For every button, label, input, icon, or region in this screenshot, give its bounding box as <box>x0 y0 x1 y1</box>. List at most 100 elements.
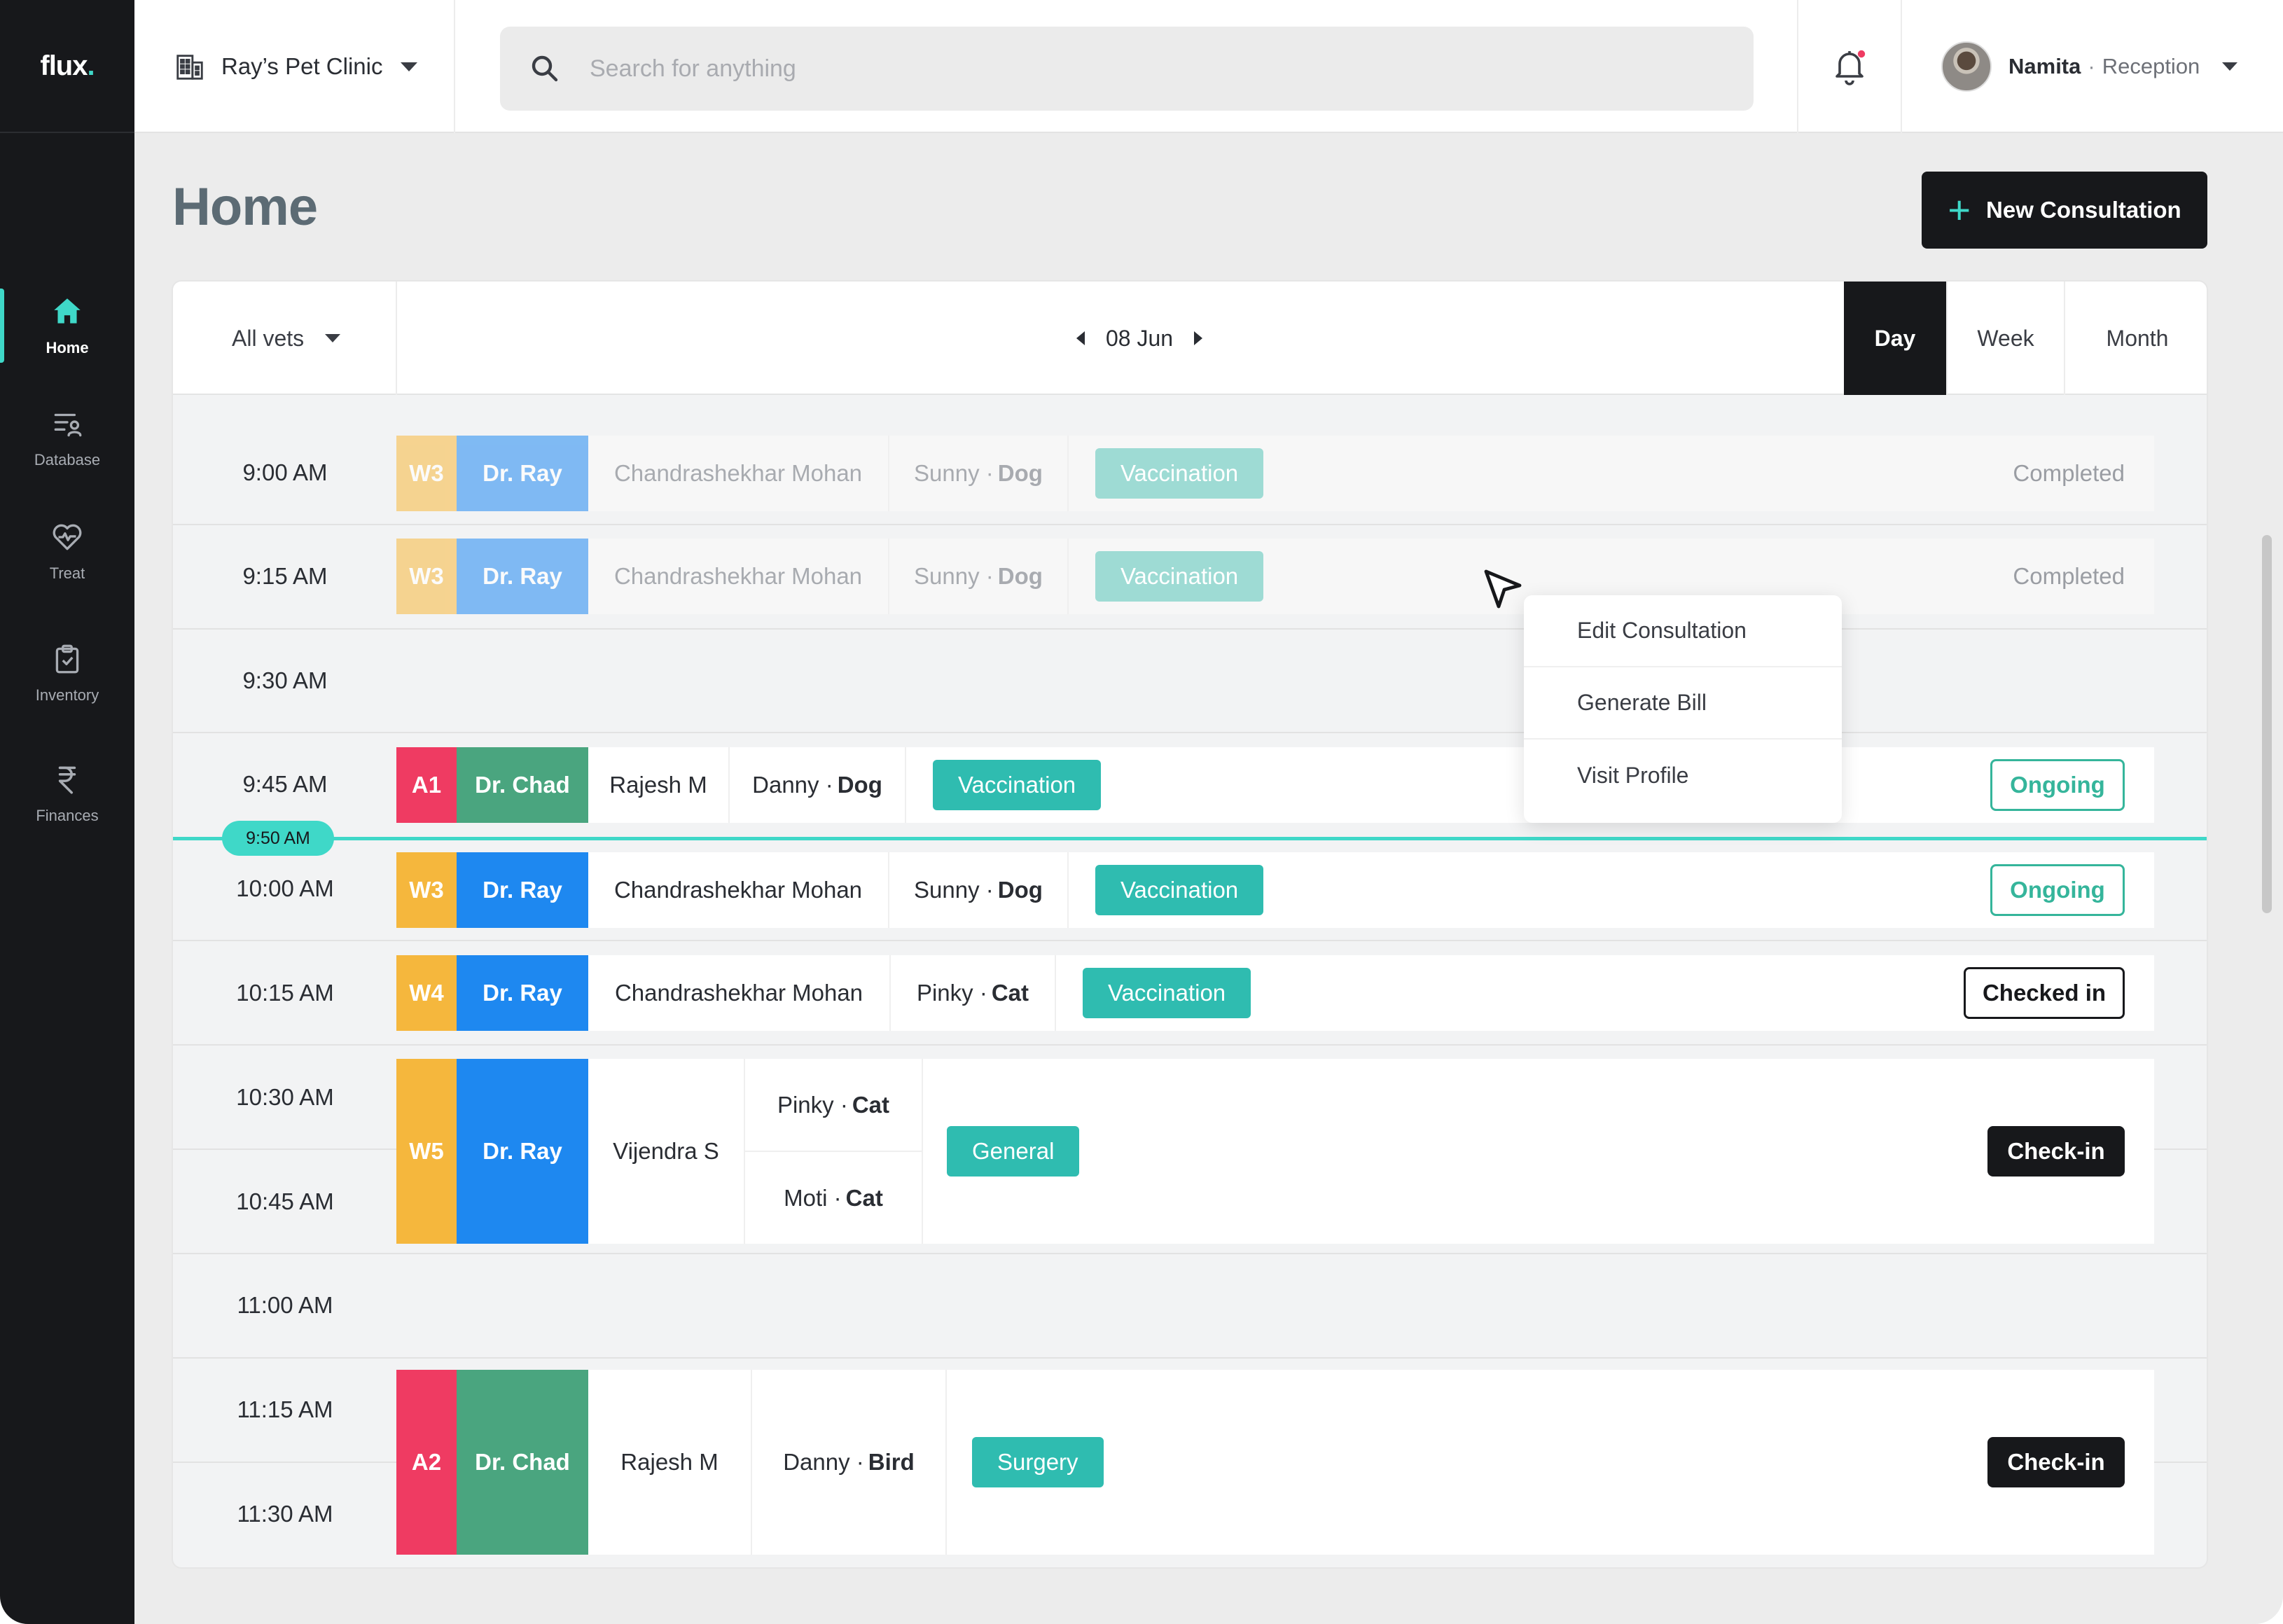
logo-text: flux <box>40 50 88 81</box>
status-badge[interactable]: Checked in <box>1964 967 2125 1019</box>
pet-species: Dog <box>997 563 1043 589</box>
current-date: 08 Jun <box>1106 325 1174 351</box>
appointment-row[interactable]: W5 Dr. Ray Vijendra S Pinky · Cat Moti · C… <box>396 1059 2154 1244</box>
search-bar[interactable] <box>500 27 1754 111</box>
check-in-button[interactable]: Check-in <box>1987 1126 2125 1177</box>
doctor-badge: Dr. Ray <box>457 955 588 1031</box>
pet-name: Sunny <box>914 563 980 589</box>
pet-separator: · <box>840 1091 848 1118</box>
status-badge[interactable]: Ongoing <box>1990 864 2125 916</box>
sidebar-item-inventory[interactable]: Inventory <box>0 627 134 719</box>
ward-badge: W3 <box>396 852 457 928</box>
status-badge: Completed <box>2013 563 2125 589</box>
doctor-badge: Dr. Ray <box>457 539 588 614</box>
ward-badge: W4 <box>396 955 457 1031</box>
check-in-button[interactable]: Check-in <box>1987 1437 2125 1487</box>
bell-icon <box>1836 50 1866 85</box>
user-name: Namita <box>2008 54 2081 78</box>
pet-name: Moti <box>784 1184 828 1211</box>
notifications-button[interactable] <box>1797 0 1902 133</box>
appointment-type: Vaccination <box>1083 968 1251 1018</box>
previous-day-icon[interactable] <box>1076 331 1085 345</box>
status-badge[interactable]: Ongoing <box>1990 759 2125 811</box>
tab-week[interactable]: Week <box>1946 282 2064 395</box>
clipboard-check-icon <box>55 644 79 674</box>
appointment-type: Surgery <box>972 1437 1104 1487</box>
top-bar: Ray’s Pet Clinic Namita · Reception <box>134 0 2283 133</box>
ward-badge: A1 <box>396 747 457 823</box>
building-icon <box>176 55 203 80</box>
tab-day[interactable]: Day <box>1844 282 1946 395</box>
pet-name: Pinky <box>916 980 973 1006</box>
pet-separator: · <box>985 460 994 486</box>
avatar <box>1941 41 1992 92</box>
pet-cell: Danny · Bird <box>752 1370 947 1555</box>
pet-list: Pinky · Cat Moti · Cat <box>745 1059 923 1244</box>
cursor-arrow-icon <box>1484 569 1522 609</box>
appointment-type-tag: General <box>923 1059 1080 1244</box>
doctor-badge: Dr. Ray <box>457 436 588 511</box>
ward-badge: W3 <box>396 539 457 614</box>
pet-species: Dog <box>997 460 1043 486</box>
scrollbar[interactable] <box>2262 535 2272 913</box>
pet-cell: Sunny · Dog <box>889 436 1069 511</box>
menu-item-edit-consultation[interactable]: Edit Consultation <box>1524 595 1842 667</box>
pet-separator: · <box>985 877 994 903</box>
sidebar-item-finances[interactable]: Finances <box>0 748 134 839</box>
appointment-row[interactable]: W4 Dr. Ray Chandrashekhar Mohan Pinky · C… <box>396 955 2154 1031</box>
appointment-row[interactable]: W3 Dr. Ray Chandrashekhar Mohan Sunny · D… <box>396 539 2154 614</box>
pet-separator: · <box>833 1184 842 1211</box>
time-label: 9:30 AM <box>242 667 328 693</box>
sidebar-item-treat[interactable]: Treat <box>0 506 134 597</box>
time-label: 10:15 AM <box>236 980 334 1006</box>
menu-item-visit-profile[interactable]: Visit Profile <box>1577 763 1689 788</box>
row-divider <box>173 1253 2207 1254</box>
pet-name: Danny <box>783 1449 850 1475</box>
calendar-card: All vets 08 Jun Day Week Month 9:00 AM 9… <box>172 280 2208 1569</box>
appointment-type: Vaccination <box>1095 551 1264 602</box>
new-consultation-button[interactable]: + New Consultation <box>1922 172 2207 249</box>
pet-species: Dog <box>997 877 1043 903</box>
next-day-icon[interactable] <box>1194 331 1203 345</box>
clinic-selector[interactable]: Ray’s Pet Clinic <box>134 0 455 133</box>
ward-badge: A2 <box>396 1370 457 1555</box>
plus-icon: + <box>1948 188 1971 232</box>
pet-cell: Moti · Cat <box>745 1151 922 1244</box>
appointment-row[interactable]: A2 Dr. Chad Rajesh M Danny · Bird Surgery… <box>396 1370 2154 1555</box>
sidebar: flux. Home Database Treat Inventory Fina… <box>0 0 134 1624</box>
owner-name: Chandrashekhar Mohan <box>588 539 889 614</box>
appointment-row[interactable]: A1 Dr. Chad Rajesh M Danny · Dog Vaccinat… <box>396 747 2154 823</box>
sidebar-item-database[interactable]: Database <box>0 392 134 483</box>
sidebar-item-label: Finances <box>36 807 99 824</box>
vet-filter-dropdown[interactable]: All vets <box>173 282 397 395</box>
pet-name: Sunny <box>914 460 980 486</box>
pet-separator: · <box>825 772 833 798</box>
user-menu[interactable]: Namita · Reception <box>1941 0 2283 133</box>
app-logo[interactable]: flux. <box>0 0 134 133</box>
appointment-type-tag: Surgery <box>947 1370 1104 1555</box>
sidebar-item-home[interactable]: Home <box>0 280 134 371</box>
pet-species: Cat <box>852 1091 890 1118</box>
owner-name: Rajesh M <box>588 747 730 823</box>
search-icon <box>532 55 558 82</box>
row-divider <box>173 524 2207 525</box>
pet-cell: Danny · Dog <box>730 747 906 823</box>
tab-month[interactable]: Month <box>2064 282 2207 395</box>
time-label: 9:45 AM <box>242 771 328 797</box>
time-label: 9:00 AM <box>242 459 328 485</box>
sidebar-item-label: Treat <box>49 564 85 582</box>
user-role: Reception <box>2102 54 2200 78</box>
pet-species: Bird <box>868 1449 915 1475</box>
database-icon <box>54 413 82 437</box>
appointment-row[interactable]: W3 Dr. Ray Chandrashekhar Mohan Sunny · D… <box>396 436 2154 511</box>
user-separator: · <box>2088 54 2095 78</box>
page-title: Home <box>172 177 318 237</box>
appointment-type: General <box>947 1126 1080 1177</box>
pet-cell: Sunny · Dog <box>889 852 1069 928</box>
appointment-row[interactable]: W3 Dr. Ray Chandrashekhar Mohan Sunny · D… <box>396 852 2154 928</box>
menu-item-generate-bill[interactable]: Generate Bill <box>1524 667 1842 740</box>
time-label: 11:30 AM <box>237 1501 333 1527</box>
search-input[interactable] <box>590 55 1710 83</box>
ward-badge: W3 <box>396 436 457 511</box>
